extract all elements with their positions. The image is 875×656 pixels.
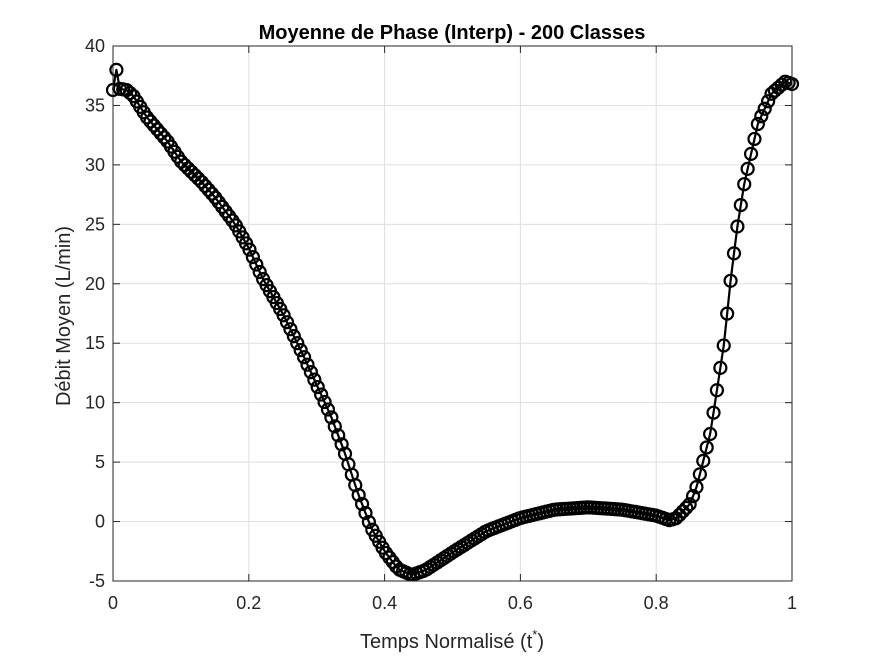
data-point	[716, 338, 731, 353]
data-point	[334, 437, 349, 452]
data-point	[720, 306, 735, 321]
data-point	[747, 131, 762, 147]
data-point	[276, 308, 291, 323]
x-tick-label: 0.2	[236, 593, 261, 613]
data-point	[733, 198, 748, 213]
data-point	[279, 315, 295, 330]
data-point	[300, 357, 315, 372]
data-point	[157, 130, 172, 145]
data-point	[682, 497, 697, 512]
plot-background	[113, 46, 792, 581]
y-axis-label: Débit Moyen (L/min)	[53, 226, 75, 406]
data-point	[713, 360, 728, 375]
x-axis-label-main: Temps Normalisé (t	[360, 631, 533, 653]
y-tick-label: -5	[89, 571, 105, 591]
data-point	[354, 496, 370, 512]
data-point	[706, 405, 721, 420]
data-point	[743, 146, 759, 161]
data-point	[696, 453, 711, 468]
data-point	[709, 383, 725, 398]
data-point	[290, 336, 305, 351]
data-point	[737, 177, 752, 192]
data-point	[723, 273, 738, 288]
data-point	[245, 249, 260, 265]
chart-title: Moyenne de Phase (Interp) - 200 Classes	[259, 22, 646, 44]
y-tick-label: 35	[85, 95, 105, 115]
data-point	[286, 329, 301, 344]
data-point	[146, 118, 162, 133]
data-point	[679, 500, 694, 515]
data-point	[109, 62, 124, 77]
data-point	[699, 440, 714, 455]
data-point	[726, 246, 742, 261]
data-point	[754, 109, 769, 124]
data-point	[703, 426, 718, 442]
data-point	[774, 77, 789, 92]
x-tick-label: 1	[787, 593, 797, 613]
data-point	[293, 342, 308, 358]
y-tick-label: 10	[85, 393, 105, 413]
data-point	[689, 480, 704, 495]
data-point	[324, 410, 339, 425]
data-point	[740, 161, 755, 176]
x-tick-label: 0.4	[372, 593, 397, 613]
data-point	[283, 322, 298, 337]
data-point	[761, 94, 776, 109]
data-point	[327, 419, 342, 434]
axes-box	[112, 45, 793, 582]
data-point	[750, 116, 765, 132]
y-tick-label: 40	[85, 36, 105, 56]
y-tick-label: 30	[85, 155, 105, 175]
y-tick-label: 20	[85, 274, 105, 294]
data-point	[122, 85, 138, 101]
data-point	[249, 257, 264, 272]
data-point	[242, 242, 257, 257]
data-point	[361, 514, 376, 530]
data-point	[317, 394, 332, 410]
y-tick-label: 25	[85, 214, 105, 234]
data-point	[692, 467, 707, 482]
data-point	[685, 489, 701, 504]
data-point	[204, 186, 220, 201]
axes	[112, 45, 793, 582]
x-axis-label: Temps Normalisé (t*)	[360, 627, 544, 653]
x-axis-label-close: )	[537, 631, 544, 653]
data-point	[310, 379, 325, 395]
data-point	[296, 350, 312, 365]
data-point	[351, 487, 366, 503]
data-point	[320, 402, 336, 417]
x-axis-label-superscript: *	[532, 627, 537, 642]
series-layer	[105, 62, 800, 582]
y-tick-label: 5	[95, 452, 105, 472]
y-tick-label: 0	[95, 512, 105, 532]
x-tick-label: 0.6	[508, 593, 533, 613]
data-point	[252, 264, 267, 280]
y-tick-label: 15	[85, 333, 105, 353]
data-point	[358, 505, 373, 521]
data-point	[331, 428, 346, 443]
data-point	[757, 101, 772, 116]
x-tick-label: 0.8	[644, 593, 669, 613]
data-point	[303, 365, 318, 380]
data-point	[314, 387, 329, 402]
plot-area	[113, 46, 792, 581]
data-point	[730, 219, 745, 234]
data-point	[153, 126, 168, 141]
x-tick-label: 0	[108, 593, 118, 613]
data-point	[307, 372, 322, 387]
data-point	[143, 114, 158, 129]
